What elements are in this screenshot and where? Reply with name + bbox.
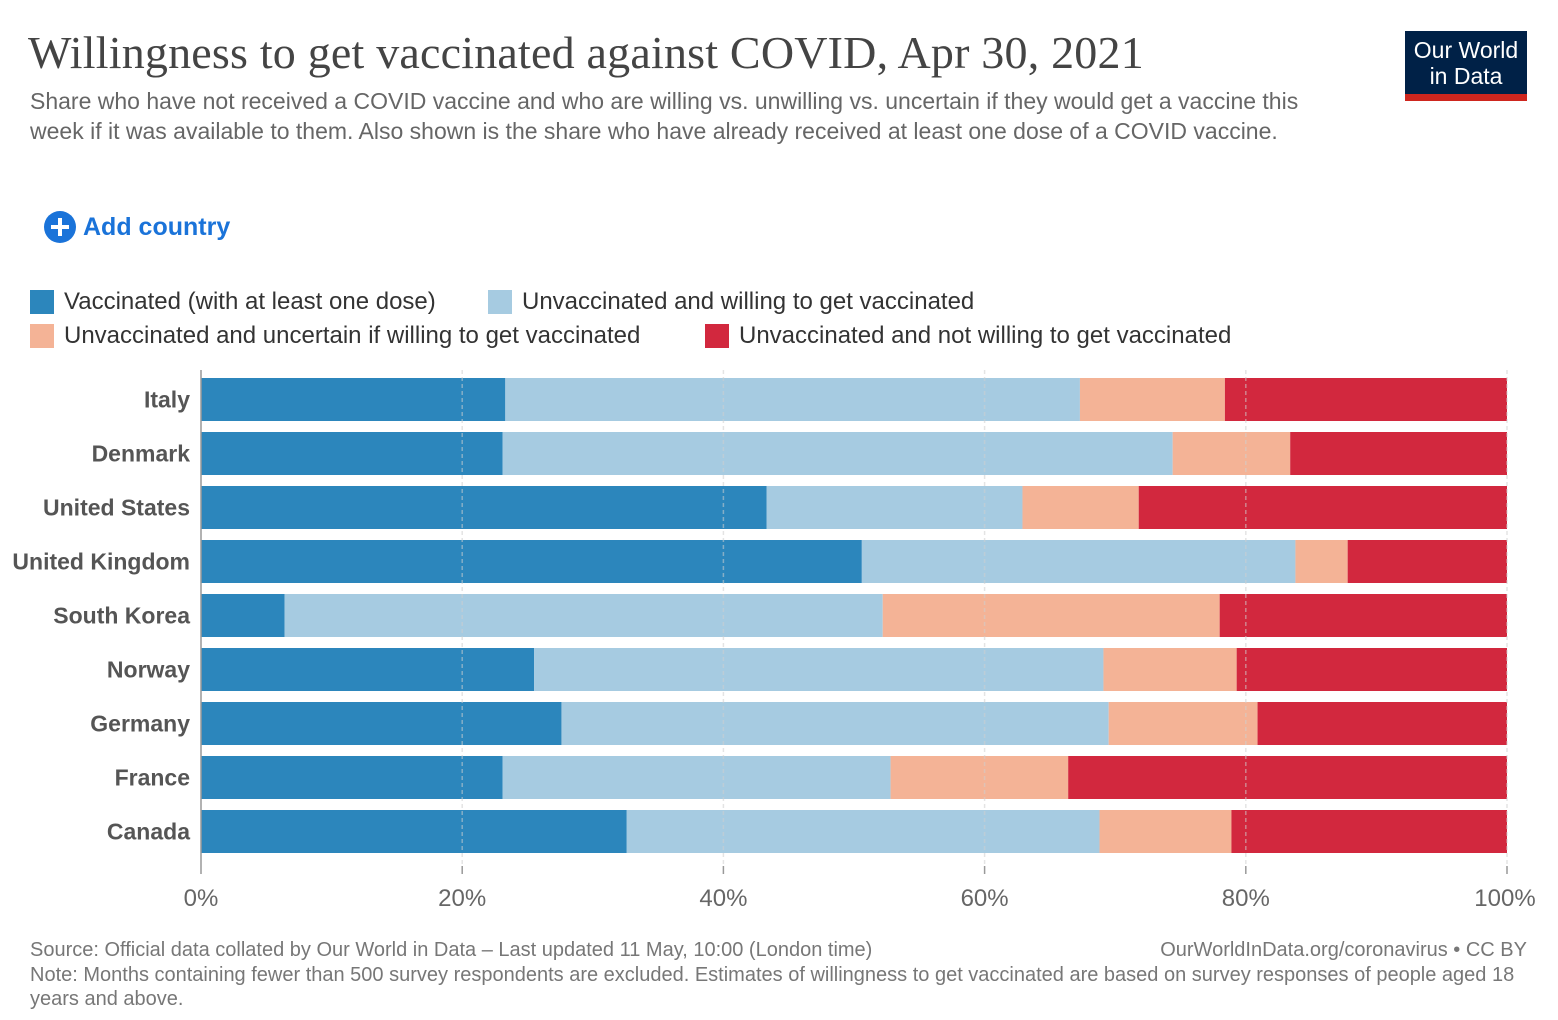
- bar-segment: [861, 540, 1296, 583]
- legend-item-willing[interactable]: Unvaccinated and willing to get vaccinat…: [488, 288, 974, 316]
- category-label: United States: [43, 495, 190, 521]
- bar-segment: [201, 810, 627, 853]
- bar-segment: [890, 756, 1069, 799]
- bar-segment: [534, 648, 1104, 691]
- bar-segment: [1108, 702, 1258, 745]
- bar-segment: [502, 432, 1173, 475]
- category-label: United Kingdom: [12, 549, 190, 575]
- bar-segment: [284, 594, 883, 637]
- stacked-bar-chart: Italy Denmark United States United Kingdom S…: [12, 370, 1536, 912]
- logo-line-2: in Data: [1429, 63, 1503, 89]
- x-tick-label: 60%: [961, 885, 1009, 912]
- x-tick-label: 0%: [184, 885, 219, 912]
- bar-segment: [1022, 486, 1139, 529]
- bar-segment: [1295, 540, 1348, 583]
- bar-segment: [201, 378, 506, 421]
- legend-label: Unvaccinated and willing to get vaccinat…: [522, 288, 975, 315]
- bar-segment: [561, 702, 1109, 745]
- x-tick-label: 40%: [699, 885, 747, 912]
- bar-segment: [1099, 810, 1232, 853]
- bar-segment: [1172, 432, 1291, 475]
- legend-label: Vaccinated (with at least one dose): [64, 288, 436, 315]
- legend-label: Unvaccinated and uncertain if willing to…: [64, 322, 641, 349]
- bar-segment: [1219, 594, 1507, 637]
- legend-swatch: [30, 290, 54, 314]
- legend-swatch: [705, 324, 729, 348]
- source-note: Source: Official data collated by Our Wo…: [30, 939, 873, 961]
- bar-segment: [201, 486, 767, 529]
- bar-segment: [1224, 378, 1507, 421]
- category-label: Denmark: [92, 441, 191, 467]
- license-link[interactable]: OurWorldInData.org/coronavirus • CC BY: [1160, 939, 1527, 961]
- legend-item-vaccinated[interactable]: Vaccinated (with at least one dose): [30, 288, 436, 316]
- legend-label: Unvaccinated and not willing to get vacc…: [739, 322, 1232, 349]
- footnote: Note: Months containing fewer than 500 s…: [30, 964, 1515, 1010]
- bar-segment: [626, 810, 1100, 853]
- bar-segment: [1231, 810, 1507, 853]
- owid-logo[interactable]: Our World in Data: [1405, 31, 1527, 101]
- bar-segment: [502, 756, 891, 799]
- legend-item-not-willing[interactable]: Unvaccinated and not willing to get vacc…: [705, 322, 1231, 350]
- add-country-button[interactable]: Add country: [44, 211, 230, 243]
- bar-segment: [1068, 756, 1507, 799]
- category-label: South Korea: [53, 603, 190, 629]
- bar-segment: [201, 540, 862, 583]
- bar-segment: [201, 594, 285, 637]
- chart-subtitle: Share who have not received a COVID vacc…: [30, 88, 1299, 144]
- add-country-label: Add country: [83, 212, 231, 241]
- bar-segment: [766, 486, 1023, 529]
- bar-segment: [1257, 702, 1507, 745]
- logo-line-1: Our World: [1413, 37, 1519, 63]
- bar-segment: [1290, 432, 1507, 475]
- category-label: France: [115, 765, 190, 791]
- bar-segment: [201, 756, 503, 799]
- bar-segment: [1138, 486, 1507, 529]
- chart-title: Willingness to get vaccinated against CO…: [28, 27, 1144, 78]
- bar-segment: [201, 432, 503, 475]
- legend-swatch: [30, 324, 54, 348]
- bar-segment: [882, 594, 1220, 637]
- category-label: Italy: [144, 387, 190, 413]
- category-label: Canada: [107, 819, 190, 845]
- bar-segment: [1103, 648, 1237, 691]
- bar-segment: [1347, 540, 1507, 583]
- category-label: Norway: [107, 657, 190, 683]
- category-label: Germany: [90, 711, 190, 737]
- x-tick-label: 100%: [1474, 885, 1535, 912]
- x-tick-label: 80%: [1222, 885, 1270, 912]
- bar-segment: [201, 702, 562, 745]
- bar-segment: [505, 378, 1080, 421]
- bar-segment: [201, 648, 535, 691]
- bar-segment: [1079, 378, 1225, 421]
- plus-circle-icon: [44, 211, 76, 243]
- legend-swatch: [488, 290, 512, 314]
- legend-item-uncertain[interactable]: Unvaccinated and uncertain if willing to…: [30, 322, 640, 350]
- x-tick-label: 20%: [438, 885, 486, 912]
- bar-segment: [1236, 648, 1507, 691]
